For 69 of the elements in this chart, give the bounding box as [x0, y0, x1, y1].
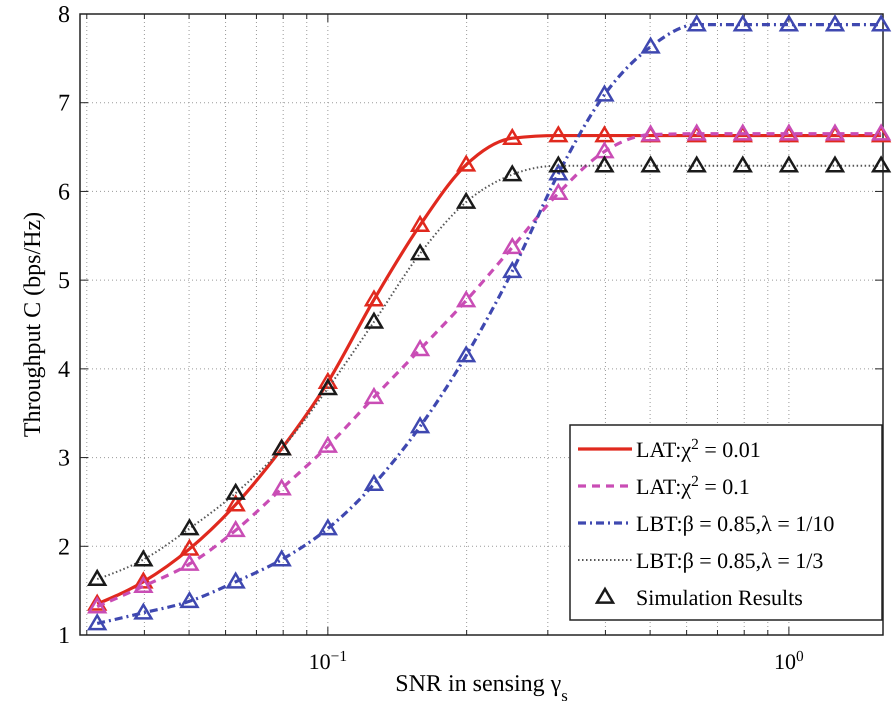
- point: [88, 570, 106, 586]
- point: [410, 244, 430, 260]
- x-tick-label: 10$^{−1}$: [308, 648, 348, 674]
- point: [364, 290, 384, 307]
- point: [595, 156, 614, 173]
- y-tick-label: 4: [58, 356, 70, 383]
- point: [641, 38, 660, 54]
- point: [456, 291, 476, 308]
- point: [410, 417, 430, 434]
- point: [503, 165, 522, 182]
- y-tick-label: 3: [58, 446, 70, 472]
- point: [595, 142, 614, 158]
- point: [410, 340, 430, 356]
- point: [549, 156, 568, 173]
- point: [134, 576, 153, 594]
- point: [318, 519, 338, 536]
- y-tick-label: 1: [58, 623, 70, 649]
- point: [180, 519, 199, 536]
- y-tick-label: 8: [58, 2, 70, 28]
- point: [364, 388, 384, 404]
- point: [687, 156, 706, 173]
- point: [272, 479, 291, 496]
- point: [134, 604, 153, 620]
- point: [780, 15, 798, 32]
- point: [226, 572, 245, 589]
- y-axis-title: Throughput C (bps/Hz): [20, 212, 46, 438]
- point: [872, 15, 890, 32]
- legend-label: Simulation Results: [636, 585, 803, 610]
- point: [780, 156, 798, 173]
- point: [180, 540, 199, 556]
- y-tick-label: 7: [58, 90, 70, 117]
- point: [734, 156, 752, 173]
- legend-label: LAT:χ$^{2}$ = 0.01: [636, 436, 761, 462]
- legend-label: LAT:χ$^{2}$ = 0.1: [636, 472, 750, 499]
- point: [826, 15, 844, 32]
- point: [826, 156, 844, 173]
- point: [226, 521, 245, 538]
- point: [226, 484, 245, 500]
- point: [641, 156, 660, 173]
- point: [456, 192, 476, 209]
- y-tick-label: 6: [58, 179, 70, 206]
- point: [318, 379, 338, 396]
- legend-label: LBT:β = 0.85,λ = 1/10: [636, 511, 834, 536]
- point: [549, 126, 568, 142]
- point: [318, 436, 338, 453]
- point: [364, 312, 384, 329]
- point: [595, 85, 614, 102]
- point: [272, 550, 291, 566]
- y-tick-label: 2: [58, 534, 70, 560]
- point: [88, 614, 106, 630]
- point: [872, 156, 890, 173]
- point: [503, 262, 522, 278]
- point: [364, 474, 384, 492]
- point: [180, 554, 199, 571]
- point: [734, 15, 752, 32]
- point: [687, 15, 706, 32]
- x-tick-label: 10$^{0}$: [774, 648, 804, 674]
- point: [456, 346, 476, 362]
- point: [503, 238, 522, 254]
- x-axis-title: SNR in sensing γ$_{s}$: [395, 671, 568, 701]
- point: [410, 216, 430, 232]
- legend-label: LBT:β = 0.85,λ = 1/3: [636, 548, 824, 573]
- point: [595, 126, 614, 142]
- point: [180, 592, 199, 608]
- point: [549, 184, 568, 200]
- point: [456, 156, 476, 172]
- point: [503, 128, 522, 146]
- y-tick-label: 5: [58, 268, 70, 294]
- point: [134, 550, 153, 566]
